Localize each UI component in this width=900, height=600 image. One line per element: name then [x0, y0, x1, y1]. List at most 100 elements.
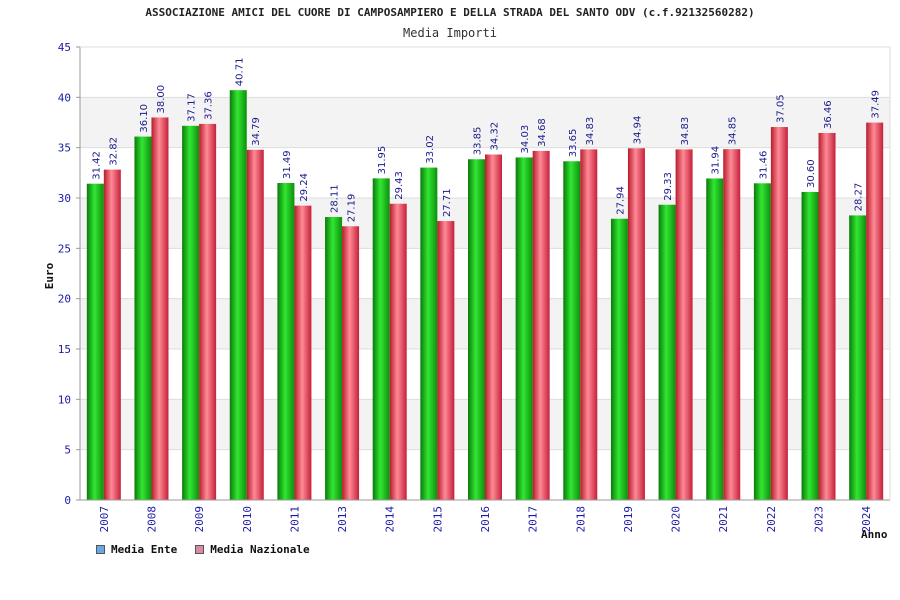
bar-media-nazionale — [342, 226, 360, 500]
legend-swatch-media-ente — [96, 545, 105, 554]
value-label: 31.95 — [377, 146, 388, 175]
y-tick-label: 15 — [58, 343, 71, 356]
value-label: 29.43 — [394, 171, 405, 200]
value-label: 27.94 — [615, 186, 626, 215]
bar-media-nazionale — [723, 149, 741, 500]
bar-media-nazionale — [199, 123, 217, 500]
value-label: 40.71 — [234, 58, 245, 87]
bar-media-nazionale — [532, 150, 550, 500]
value-label: 27.71 — [442, 188, 453, 217]
bar-media-ente — [420, 167, 438, 500]
value-label: 36.10 — [139, 104, 150, 133]
value-label: 31.42 — [91, 151, 102, 180]
axes — [79, 46, 891, 501]
y-tick-label: 0 — [64, 494, 71, 507]
x-tick-label: 2009 — [193, 506, 206, 533]
x-tick-label: 2018 — [574, 506, 587, 533]
x-tick-label: 2016 — [479, 506, 492, 533]
value-label: 31.46 — [758, 151, 769, 180]
bar-media-nazionale — [246, 149, 264, 500]
y-tick-label: 35 — [58, 142, 71, 155]
bar-media-ente — [229, 90, 247, 500]
value-label: 31.94 — [711, 146, 722, 175]
value-label: 27.19 — [347, 194, 358, 223]
bar-media-nazionale — [389, 203, 407, 500]
value-label: 34.83 — [680, 117, 691, 146]
legend-label-media-ente: Media Ente — [111, 543, 178, 556]
bar-media-nazionale — [294, 205, 312, 500]
chart-subtitle: Media Importi — [403, 26, 497, 40]
value-label: 34.83 — [585, 117, 596, 146]
value-label: 34.94 — [632, 116, 643, 145]
bar-media-nazionale — [627, 148, 645, 500]
value-label: 34.32 — [490, 122, 501, 151]
bar-media-ente — [706, 178, 724, 500]
value-label: 34.85 — [728, 117, 739, 146]
bar-media-ente — [468, 159, 485, 500]
bar-media-ente — [515, 157, 533, 500]
y-tick-label: 10 — [58, 393, 71, 406]
y-tick-label: 20 — [58, 293, 71, 306]
value-label: 29.24 — [299, 173, 310, 202]
value-label: 30.60 — [806, 159, 817, 188]
value-label: 34.03 — [520, 125, 531, 154]
value-label: 32.82 — [108, 137, 119, 166]
bar-media-ente — [86, 183, 104, 501]
value-label: 36.46 — [823, 100, 834, 129]
legend-label-media-nazionale: Media Nazionale — [210, 543, 310, 556]
y-tick-label: 5 — [64, 444, 71, 457]
legend-item-media-ente: Media Ente — [96, 543, 177, 556]
bar-media-nazionale — [818, 132, 836, 500]
chart-title: ASSOCIAZIONE AMICI DEL CUORE DI CAMPOSAM… — [145, 6, 755, 19]
x-tick-labels: 2007 2008 2009 2010 2011 2013 2014 2015 2016 2017… — [98, 506, 873, 533]
bar-media-ente — [563, 161, 581, 501]
value-label: 31.49 — [282, 150, 293, 179]
y-axis-label: Euro — [43, 262, 56, 289]
legend: Media Ente Media Nazionale — [96, 543, 310, 556]
x-tick-label: 2007 — [98, 506, 111, 533]
value-label: 38.00 — [156, 85, 167, 114]
x-tick-label: 2020 — [670, 506, 683, 533]
y-tick-label: 45 — [58, 41, 71, 54]
value-label: 37.49 — [871, 90, 882, 119]
value-label: 34.79 — [251, 117, 262, 146]
bar-media-ente — [610, 218, 628, 500]
x-tick-label: 2010 — [241, 506, 254, 533]
bar-media-nazionale — [580, 149, 598, 501]
value-label: 28.11 — [330, 184, 341, 213]
bar-media-nazionale — [485, 154, 502, 500]
value-label: 33.02 — [425, 135, 436, 164]
bar-media-ente — [801, 191, 819, 500]
bar-media-ente — [658, 204, 676, 500]
bar-media-nazionale — [770, 127, 788, 500]
x-tick-label: 2013 — [336, 506, 349, 533]
x-tick-label: 2021 — [717, 506, 730, 533]
y-tick-label: 40 — [58, 91, 71, 104]
value-label: 37.17 — [187, 93, 198, 122]
value-label: 37.05 — [775, 94, 786, 123]
x-tick-label: 2022 — [765, 506, 778, 533]
x-tick-label: 2019 — [622, 506, 635, 533]
bar-media-nazionale — [103, 169, 121, 500]
value-label: 29.33 — [663, 172, 674, 201]
value-label: 28.27 — [854, 183, 865, 212]
bar-media-nazionale — [866, 122, 884, 500]
y-tick-labels: 0 5 10 15 20 25 30 35 40 45 — [58, 41, 80, 507]
bar-media-nazionale — [151, 117, 169, 500]
x-tick-label: 2011 — [288, 506, 301, 533]
value-label: 33.65 — [568, 129, 579, 158]
legend-swatch-media-nazionale — [195, 545, 205, 554]
x-tick-label: 2024 — [860, 506, 873, 533]
x-tick-label: 2023 — [813, 506, 826, 533]
bar-media-ente — [753, 183, 771, 500]
bar-media-nazionale — [437, 221, 455, 500]
y-tick-label: 30 — [58, 192, 71, 205]
y-tick-label: 25 — [58, 242, 71, 255]
x-tick-label: 2017 — [527, 506, 540, 533]
x-tick-label: 2008 — [145, 506, 158, 533]
value-label: 34.68 — [537, 118, 548, 147]
x-axis-label: Anno — [861, 528, 888, 541]
x-tick-label: 2014 — [384, 506, 397, 533]
legend-item-media-nazionale: Media Nazionale — [195, 543, 310, 556]
